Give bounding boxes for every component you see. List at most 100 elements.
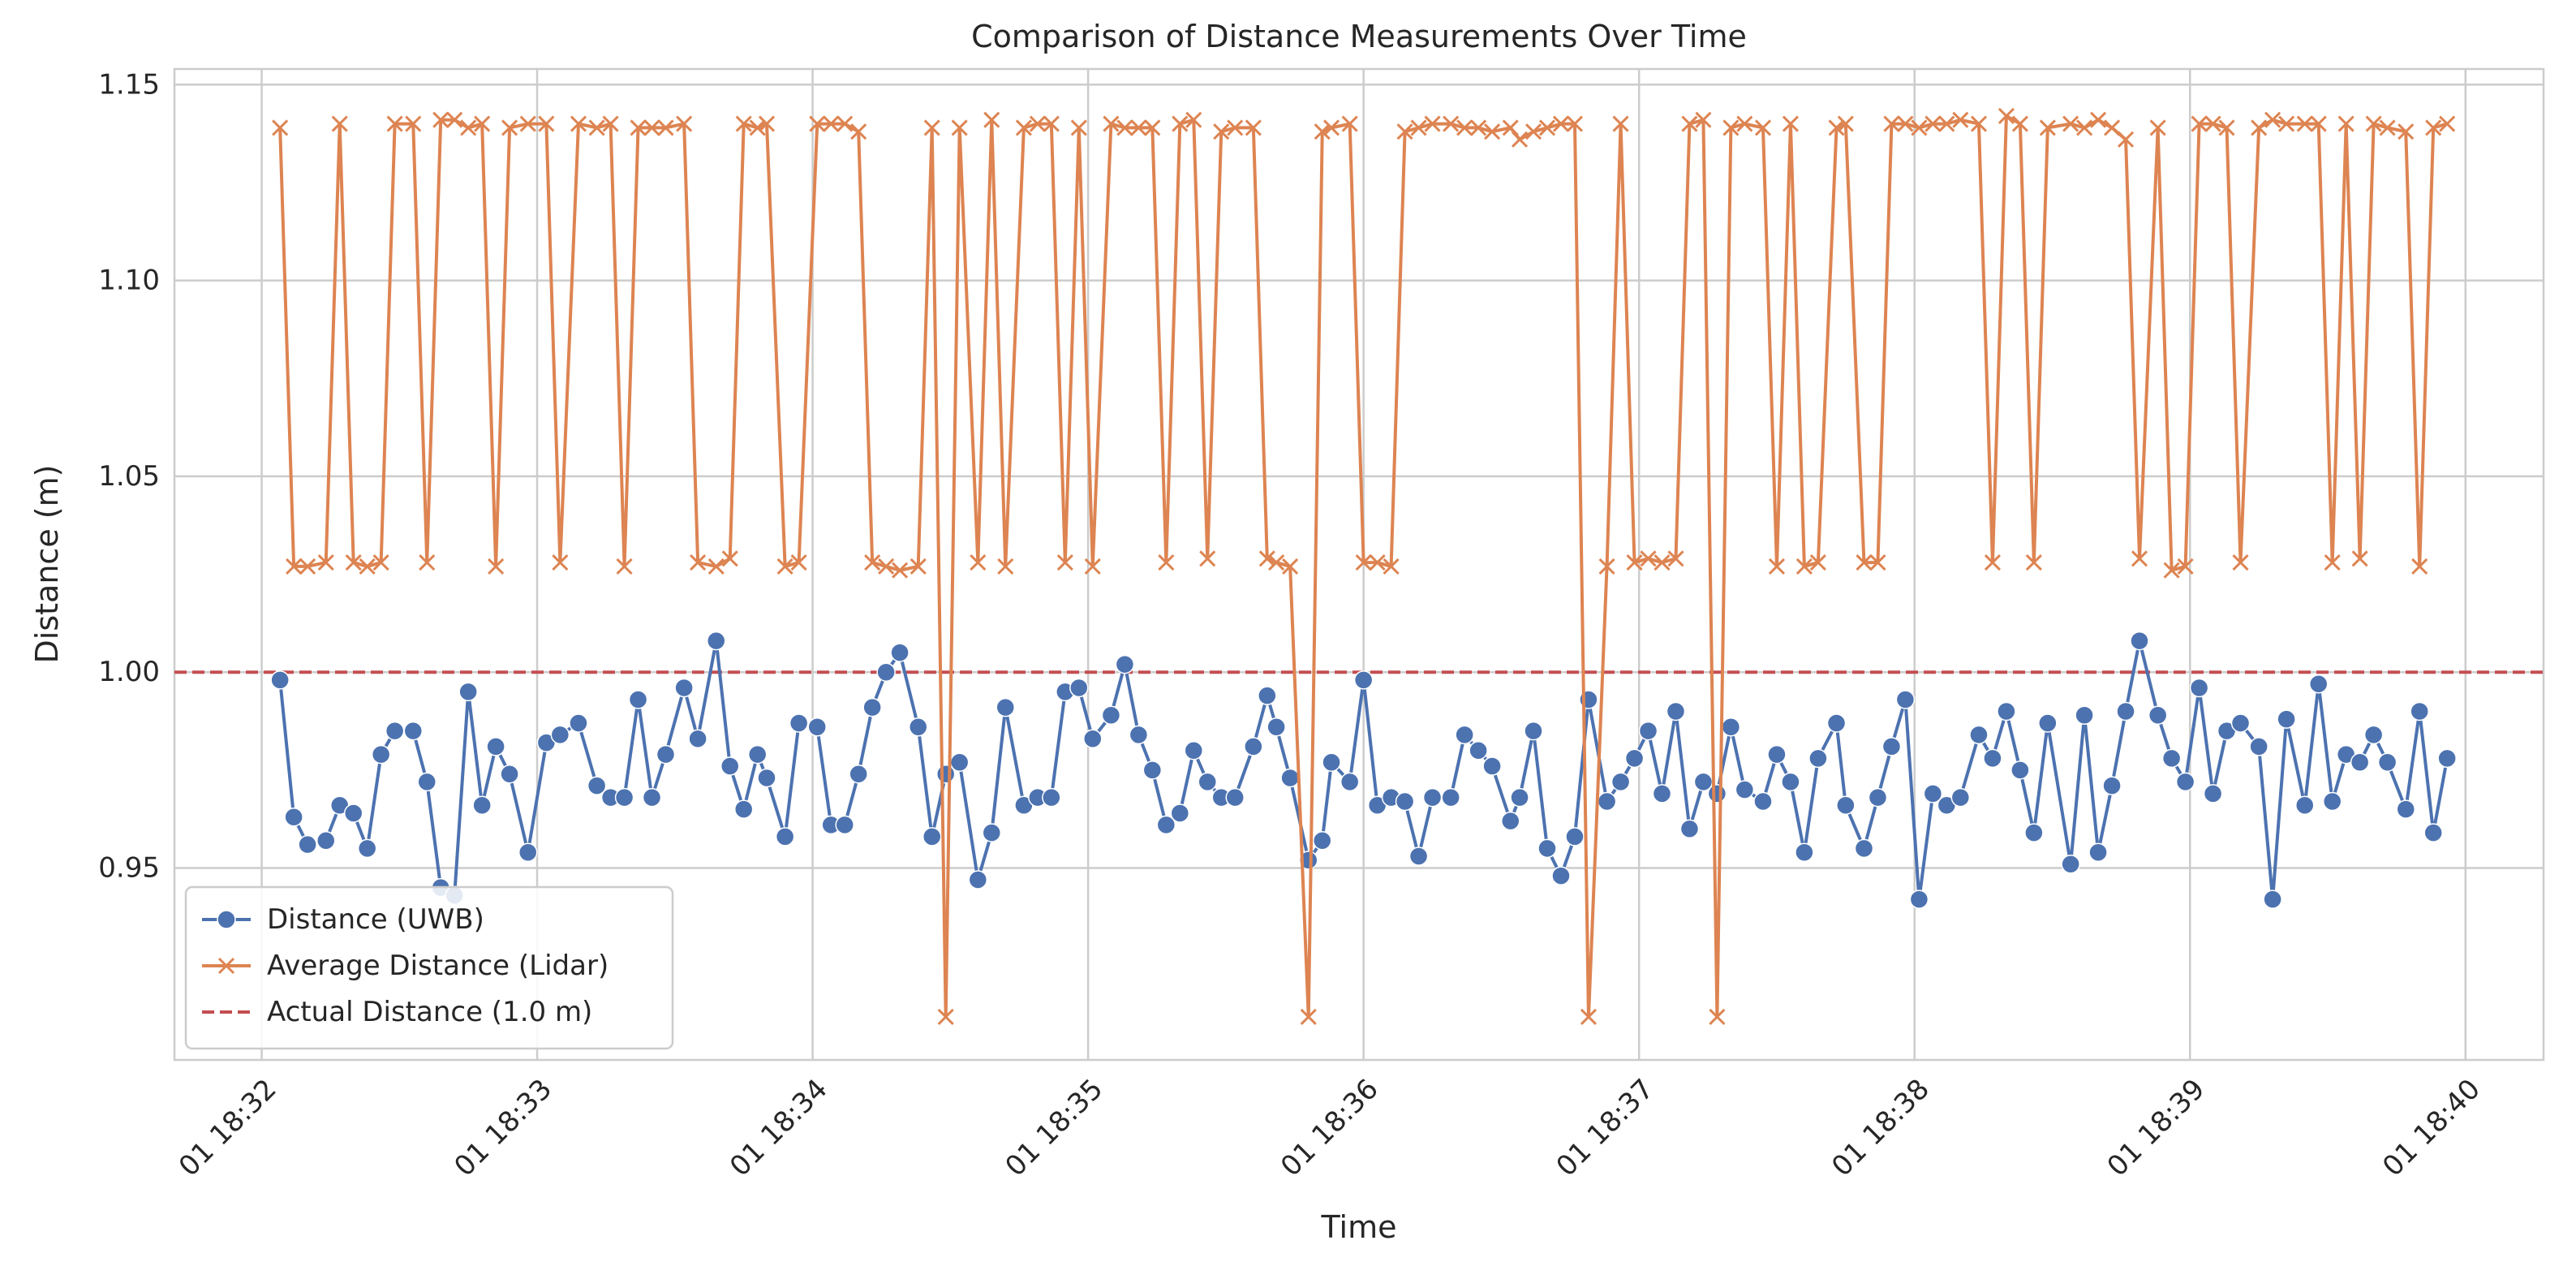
marker <box>359 558 376 575</box>
marker <box>1681 115 1698 132</box>
marker <box>298 834 317 855</box>
marker <box>1156 815 1176 835</box>
marker <box>789 713 809 733</box>
marker <box>1998 107 2015 124</box>
marker <box>1551 866 1571 885</box>
marker <box>951 119 968 136</box>
marker <box>458 682 478 702</box>
marker <box>1083 729 1103 749</box>
marker <box>1781 772 1800 792</box>
marker <box>1911 119 1928 136</box>
marker <box>1116 119 1133 136</box>
marker <box>1721 717 1741 737</box>
marker <box>1395 791 1415 812</box>
marker <box>2310 115 2327 132</box>
marker <box>419 554 436 571</box>
marker <box>1502 119 1519 136</box>
y-axis-label: Distance (m) <box>29 465 65 664</box>
marker <box>357 838 377 859</box>
marker <box>1084 558 1101 575</box>
y-tick-label: 1.10 <box>98 265 160 297</box>
marker <box>2277 709 2296 729</box>
marker <box>968 870 988 889</box>
marker <box>628 690 648 709</box>
marker <box>1070 119 1087 136</box>
marker <box>1580 1008 1598 1025</box>
marker <box>1897 115 1914 132</box>
y-tick-label: 0.95 <box>98 852 160 885</box>
marker <box>386 115 403 132</box>
marker <box>2410 701 2429 721</box>
marker <box>1101 705 1121 726</box>
marker <box>1566 115 1584 132</box>
marker <box>908 717 928 737</box>
marker <box>849 764 868 784</box>
marker <box>1828 119 1845 136</box>
marker <box>1923 784 1943 803</box>
marker <box>372 554 389 571</box>
marker <box>1969 725 1989 745</box>
marker <box>735 115 752 132</box>
marker <box>1652 784 1672 803</box>
marker <box>733 799 754 819</box>
marker <box>910 558 927 575</box>
marker <box>2322 791 2342 812</box>
marker <box>286 558 303 575</box>
marker <box>1312 830 1332 851</box>
marker <box>1524 721 1543 741</box>
marker <box>1883 115 1900 132</box>
marker <box>2294 795 2315 816</box>
marker <box>2130 631 2149 651</box>
marker <box>2437 748 2457 769</box>
marker <box>500 764 519 784</box>
marker <box>720 756 740 776</box>
marker <box>1396 123 1413 140</box>
y-tick-label: 1.05 <box>98 460 160 493</box>
marker <box>1199 550 1216 567</box>
marker <box>1353 670 1374 690</box>
marker <box>1184 740 1204 760</box>
marker <box>776 558 793 575</box>
marker <box>1015 119 1032 136</box>
marker <box>1552 115 1570 132</box>
marker <box>1172 115 1189 132</box>
marker <box>2116 701 2135 721</box>
marker <box>2088 842 2108 862</box>
marker <box>1768 558 1786 575</box>
marker <box>1854 838 1874 859</box>
marker <box>1383 558 1400 575</box>
marker <box>1984 554 2001 571</box>
marker <box>2191 115 2208 132</box>
marker <box>1597 791 1617 812</box>
marker <box>949 752 970 772</box>
marker <box>472 795 492 816</box>
marker <box>1029 115 1046 132</box>
marker <box>996 697 1016 717</box>
marker <box>403 721 424 741</box>
marker <box>1322 119 1340 136</box>
plot-frame <box>173 67 2545 1062</box>
legend-label: Average Distance (Lidar) <box>267 950 609 982</box>
marker <box>2377 752 2398 772</box>
marker <box>1282 558 1299 575</box>
marker <box>2203 784 2223 803</box>
marker <box>2189 678 2209 698</box>
marker <box>1408 846 1429 866</box>
chart-title: Comparison of Distance Measurements Over… <box>971 19 1747 54</box>
marker <box>460 119 477 136</box>
marker <box>2117 131 2135 148</box>
marker <box>1042 787 1061 808</box>
marker <box>316 830 336 851</box>
marker <box>1525 123 1542 140</box>
marker <box>217 910 236 929</box>
marker <box>807 717 827 737</box>
marker <box>2379 119 2396 136</box>
marker <box>997 558 1014 575</box>
marker <box>1707 784 1727 803</box>
marker <box>1280 768 1300 788</box>
marker <box>1767 744 1787 765</box>
marker <box>1869 554 1886 571</box>
marker <box>982 823 1002 842</box>
marker <box>345 554 362 571</box>
marker <box>657 119 674 136</box>
